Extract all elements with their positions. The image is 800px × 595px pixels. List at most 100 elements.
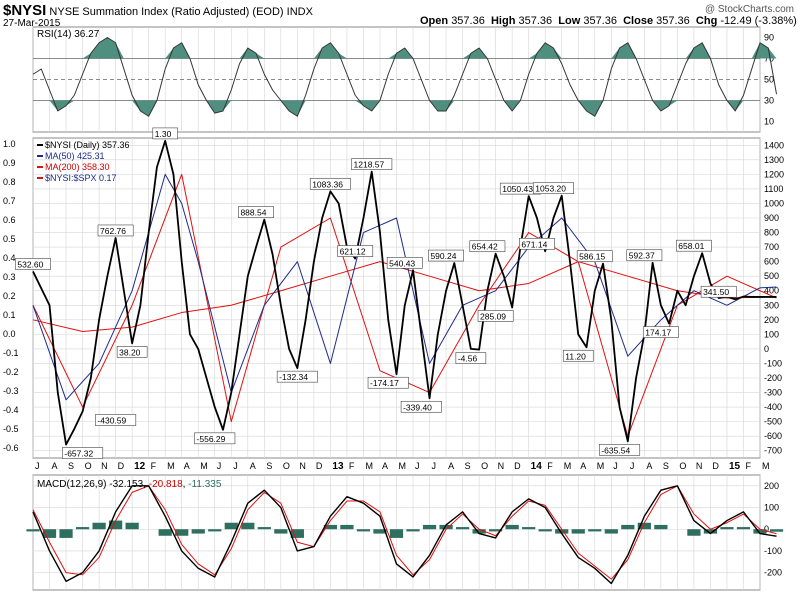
- month-tick-label: J: [630, 461, 635, 471]
- price-left-tick-label: 0.0: [3, 329, 16, 339]
- annotation-label: -556.29: [197, 434, 226, 444]
- month-tick-label: S: [68, 461, 74, 471]
- macd-tick-label: -200: [764, 568, 782, 578]
- symbol: $NYSI: [3, 2, 47, 19]
- annotation-box: [152, 127, 178, 140]
- index-name: NYSE Summation Index (Ratio Adjusted) (E…: [49, 6, 284, 18]
- annotation-label: -635.54: [601, 445, 630, 455]
- macd-histogram-bar: [604, 529, 618, 534]
- annotation-box: [626, 249, 663, 262]
- macd-histogram-bar: [522, 527, 536, 530]
- macd-histogram-bar: [439, 524, 453, 530]
- annotation-box: [700, 285, 737, 298]
- annotation-box: [576, 250, 613, 262]
- price-right-tick-label: 1400: [764, 140, 784, 150]
- rsi-oversold-fill: [33, 100, 777, 117]
- price-left-tick-label: 0.9: [3, 158, 16, 168]
- month-tick-label: M: [365, 461, 373, 471]
- macd-histogram-bar: [637, 522, 651, 530]
- month-tick-label: O: [679, 461, 686, 471]
- price-left-tick-label: 0.5: [3, 234, 16, 244]
- annotation-label: -132.34: [279, 372, 308, 382]
- price-left-tick-label: -0.2: [3, 367, 19, 377]
- annotation-box: [337, 245, 374, 257]
- annotation-label: 1083.36: [312, 179, 343, 189]
- close-value: 357.36: [656, 15, 690, 27]
- month-tick-label: M: [564, 461, 572, 471]
- annotation-box: [599, 444, 641, 456]
- month-tick-label: A: [250, 461, 256, 471]
- month-tick-label: N: [696, 461, 703, 471]
- month-tick-label: N: [498, 461, 505, 471]
- macd-histogram-bar: [753, 529, 767, 534]
- month-tick-label: A: [184, 461, 190, 471]
- price-series-line-0: [32, 140, 777, 446]
- price-right-tick-label: -700: [764, 446, 782, 456]
- month-tick-label: 13: [332, 461, 344, 472]
- annotation-label: 1050.43: [502, 184, 533, 194]
- price-right-tick-label: -400: [764, 402, 782, 412]
- month-tick-label: O: [283, 461, 290, 471]
- annotation-box: [519, 237, 555, 250]
- price-left-tick-label: 0.2: [3, 291, 16, 301]
- copyright: @ StockCharts.com: [704, 4, 794, 15]
- month-tick-label: A: [448, 461, 454, 471]
- month-tick-label: F: [547, 461, 553, 471]
- price-right-tick-label: 600: [764, 257, 779, 267]
- annotation-box: [15, 258, 51, 270]
- annotation-label: 1053.20: [535, 184, 566, 194]
- high-value: 357.36: [518, 15, 553, 27]
- macd-histogram-bar: [75, 527, 90, 530]
- macd-histogram-bar: [588, 529, 602, 532]
- macd-histogram-bar: [720, 527, 734, 530]
- price-left-tick-label: -0.4: [3, 405, 19, 415]
- price-series-line-2: [32, 261, 777, 332]
- price-right-tick-label: 800: [764, 228, 779, 238]
- macd-histogram-bar: [455, 527, 470, 530]
- price-left-tick-label: 0.3: [3, 272, 16, 282]
- macd-histogram-bar: [736, 527, 751, 530]
- month-tick-label: D: [118, 461, 125, 471]
- month-tick-label: D: [316, 461, 323, 471]
- price-left-tick-label: 0.6: [3, 215, 16, 225]
- annotation-box: [562, 349, 594, 362]
- annotation-box: [532, 182, 574, 195]
- price-right-tick-label: -600: [764, 431, 782, 441]
- annotation-box: [477, 310, 514, 322]
- month-tick-label: J: [217, 461, 222, 471]
- annotation-box: [276, 370, 318, 383]
- rsi-tick-label: 30: [764, 96, 774, 106]
- month-tick-label: 14: [531, 461, 543, 472]
- macd-histogram-bar: [125, 522, 139, 530]
- low-value: 357.36: [583, 15, 617, 27]
- macd-histogram-bar: [92, 522, 106, 530]
- month-tick-label: 12: [134, 461, 146, 472]
- macd-histogram-bar: [356, 529, 371, 532]
- annotation-label: -4.56: [458, 354, 478, 364]
- legend-entry: MA(50) 425.31: [45, 151, 105, 161]
- annotation-label: 532.60: [17, 259, 43, 269]
- macd-histogram-bar: [489, 529, 503, 532]
- macd-histogram-bar: [241, 522, 255, 530]
- annotation-label: 590.24: [430, 251, 456, 261]
- rsi-tick-label: 90: [764, 33, 774, 43]
- annotation-box: [367, 376, 409, 389]
- annotation-box: [62, 447, 104, 459]
- annotation-label: 621.12: [340, 247, 366, 257]
- rsi-line: [32, 37, 778, 117]
- ohlc-readout: Open 357.36 High 357.36 Low 357.36 Close…: [420, 15, 800, 27]
- macd-histogram-bar: [158, 529, 172, 536]
- month-tick-label: F: [349, 461, 355, 471]
- macd-histogram-bar: [472, 529, 486, 534]
- rsi-tick-label: 50: [764, 75, 774, 85]
- month-tick-label: D: [514, 461, 521, 471]
- annotation-box: [95, 414, 137, 426]
- macd-histogram-bar: [538, 529, 552, 532]
- price-right-tick-label: 700: [764, 242, 779, 252]
- macd-histogram-bar: [340, 524, 354, 530]
- annotation-box: [116, 346, 148, 358]
- annotation-label: 285.09: [480, 311, 506, 321]
- month-tick-label: 15: [729, 461, 741, 472]
